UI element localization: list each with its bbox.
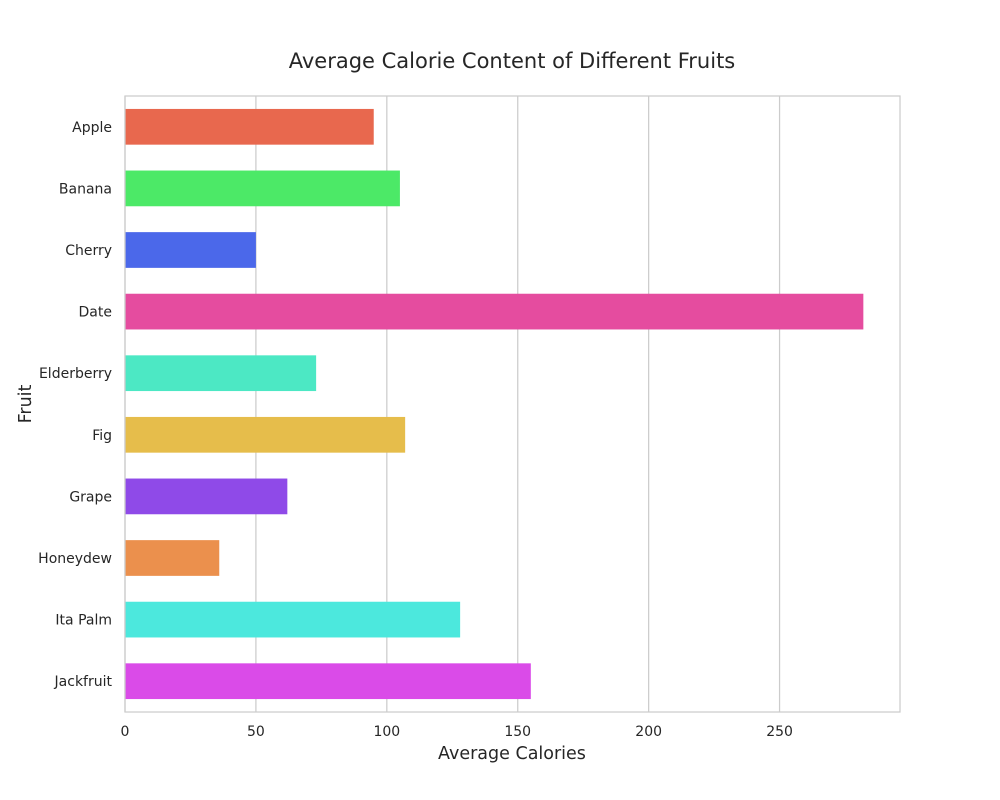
chart-title: Average Calorie Content of Different Fru… [289, 49, 736, 73]
x-tick-label: 50 [247, 724, 265, 740]
x-axis-label: Average Calories [438, 744, 586, 764]
x-tick-labels: 0 50 100 150 200 250 [121, 724, 793, 740]
y-tick-label: Cherry [65, 243, 112, 259]
x-tick-label: 0 [121, 724, 130, 740]
bar-fig [125, 416, 406, 453]
plot-frame [124, 95, 901, 713]
bar-grape [125, 478, 288, 515]
y-tick-labels: Apple Banana Cherry Date Elderberry Fig Grape H… [38, 120, 112, 690]
bar-banana [125, 170, 400, 207]
y-tick-label: Honeydew [38, 551, 112, 567]
y-tick-label: Elderberry [39, 366, 112, 382]
y-tick-label: Ita Palm [55, 613, 112, 629]
x-tick-label: 200 [635, 724, 662, 740]
y-tick-label: Apple [72, 120, 112, 136]
y-tick-label: Fig [92, 428, 112, 444]
bar-cherry [125, 232, 256, 268]
bar-ita-palm [125, 601, 461, 638]
x-tick-label: 100 [373, 724, 400, 740]
x-tick-label: 250 [766, 724, 793, 740]
bar-apple [125, 108, 374, 145]
y-tick-label: Grape [69, 489, 112, 505]
y-tick-label: Banana [59, 181, 112, 197]
x-tick-label: 150 [504, 724, 531, 740]
bar-elderberry [125, 355, 317, 392]
y-tick-label: Jackfruit [54, 674, 113, 690]
bar-honeydew [125, 540, 220, 576]
y-axis-label: Fruit [16, 384, 36, 423]
bar-jackfruit [125, 663, 531, 700]
y-tick-label: Date [79, 305, 112, 321]
bars [125, 108, 864, 700]
bar-date [125, 293, 864, 330]
